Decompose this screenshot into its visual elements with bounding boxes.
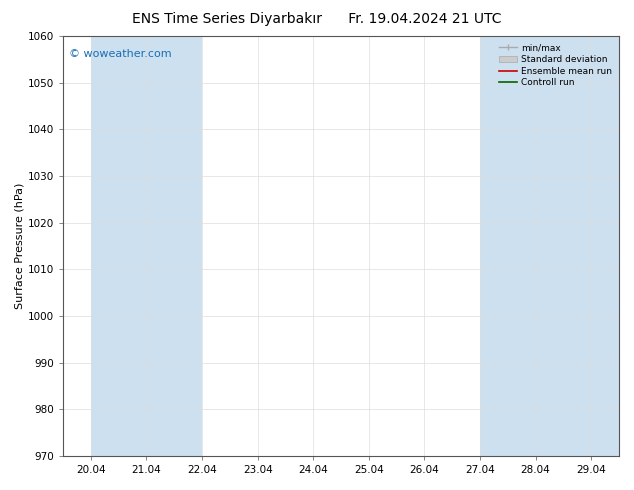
Text: © woweather.com: © woweather.com xyxy=(68,49,171,59)
Bar xyxy=(91,36,146,456)
Bar xyxy=(536,36,619,456)
Legend: min/max, Standard deviation, Ensemble mean run, Controll run: min/max, Standard deviation, Ensemble me… xyxy=(496,41,614,90)
Bar xyxy=(480,36,536,456)
Y-axis label: Surface Pressure (hPa): Surface Pressure (hPa) xyxy=(15,183,25,309)
Bar xyxy=(146,36,202,456)
Text: ENS Time Series Diyarbakır      Fr. 19.04.2024 21 UTC: ENS Time Series Diyarbakır Fr. 19.04.202… xyxy=(133,12,501,26)
